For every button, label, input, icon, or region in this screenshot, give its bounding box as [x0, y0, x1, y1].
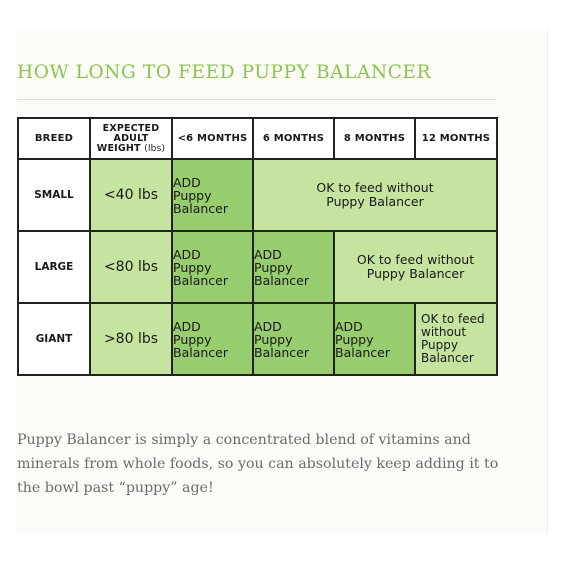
header-weight-line2: ADULT	[113, 132, 149, 144]
add-line-3: Balancer	[173, 200, 228, 216]
header-12-months: 12 MONTHS	[414, 117, 498, 160]
add-line-3: Balancer	[335, 344, 390, 360]
add-line-2: Puppy	[254, 259, 293, 275]
add-cell: ADD Puppy Balancer	[252, 302, 335, 376]
ok-line-3: Puppy	[421, 338, 458, 352]
ok-cell: OK to feed without Puppy Balancer	[252, 158, 498, 232]
header-weight-word: WEIGHT	[96, 142, 141, 154]
add-line-3: Balancer	[254, 344, 309, 360]
add-line-2: Puppy	[335, 331, 374, 347]
breed-large: LARGE	[17, 230, 91, 304]
table-row-small: SMALL <40 lbs ADD Puppy Balancer OK to f…	[17, 158, 498, 232]
add-line-1: ADD	[173, 246, 201, 262]
ok-line-2: Puppy Balancer	[326, 194, 424, 209]
breed-giant: GIANT	[17, 302, 91, 376]
ok-line-2: Puppy Balancer	[366, 266, 465, 281]
add-cell: ADD Puppy Balancer	[171, 158, 254, 232]
add-line-2: Puppy	[173, 259, 212, 275]
add-line-1: ADD	[254, 246, 282, 262]
ok-line-2: without	[421, 325, 467, 339]
ok-line-4: Balancer	[421, 351, 474, 365]
add-line-1: ADD	[254, 318, 282, 334]
add-cell: ADD Puppy Balancer	[333, 302, 416, 376]
title-divider	[17, 99, 496, 100]
header-weight-line3: WEIGHT (lbs)	[91, 142, 171, 154]
breed-small: SMALL	[17, 158, 91, 232]
header-8-months: 8 MONTHS	[333, 117, 416, 160]
add-cell: ADD Puppy Balancer	[252, 230, 335, 304]
ok-cell: OK to feed without Puppy Balancer	[333, 230, 498, 304]
weight-small: <40 lbs	[89, 158, 173, 232]
header-weight: EXPECTED ADULT WEIGHT (lbs)	[89, 117, 173, 160]
ok-line-1: OK to feed	[421, 312, 485, 326]
ok-line-1: OK to feed without	[356, 252, 475, 267]
add-cell: ADD Puppy Balancer	[171, 230, 254, 304]
table-row-large: LARGE <80 lbs ADD Puppy Balancer ADD Pup…	[17, 230, 498, 304]
feeding-table: BREED EXPECTED ADULT WEIGHT (lbs) <6 MON…	[17, 117, 498, 376]
add-line-3: Balancer	[173, 344, 228, 360]
add-line-2: Puppy	[254, 331, 293, 347]
header-breed: BREED	[17, 117, 91, 160]
add-line-1: ADD	[335, 318, 363, 334]
weight-giant: >80 lbs	[89, 302, 173, 376]
add-line-2: Puppy	[173, 331, 212, 347]
add-line-3: Balancer	[173, 272, 228, 288]
header-weight-unit: (lbs)	[144, 143, 166, 154]
add-cell: ADD Puppy Balancer	[171, 302, 254, 376]
weight-large: <80 lbs	[89, 230, 173, 304]
body-paragraph: Puppy Balancer is simply a concentrated …	[17, 432, 499, 497]
add-line-1: ADD	[173, 174, 201, 190]
header-under-6-months: <6 MONTHS	[171, 117, 254, 160]
add-line-2: Puppy	[173, 187, 212, 203]
add-line-3: Balancer	[254, 272, 309, 288]
page-title: HOW LONG TO FEED PUPPY BALANCER	[17, 62, 432, 83]
header-weight-line1: EXPECTED	[102, 122, 160, 134]
ok-line-1: OK to feed without	[316, 180, 434, 195]
header-row: BREED EXPECTED ADULT WEIGHT (lbs) <6 MON…	[17, 117, 498, 160]
table-row-giant: GIANT >80 lbs ADD Puppy Balancer ADD Pup…	[17, 302, 498, 376]
ok-cell: OK to feed without Puppy Balancer	[414, 302, 498, 376]
add-line-1: ADD	[173, 318, 201, 334]
header-6-months: 6 MONTHS	[252, 117, 335, 160]
